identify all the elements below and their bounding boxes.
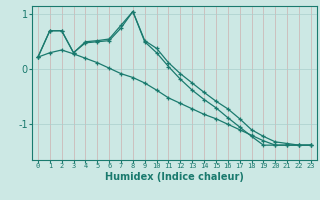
X-axis label: Humidex (Indice chaleur): Humidex (Indice chaleur) xyxy=(105,172,244,182)
